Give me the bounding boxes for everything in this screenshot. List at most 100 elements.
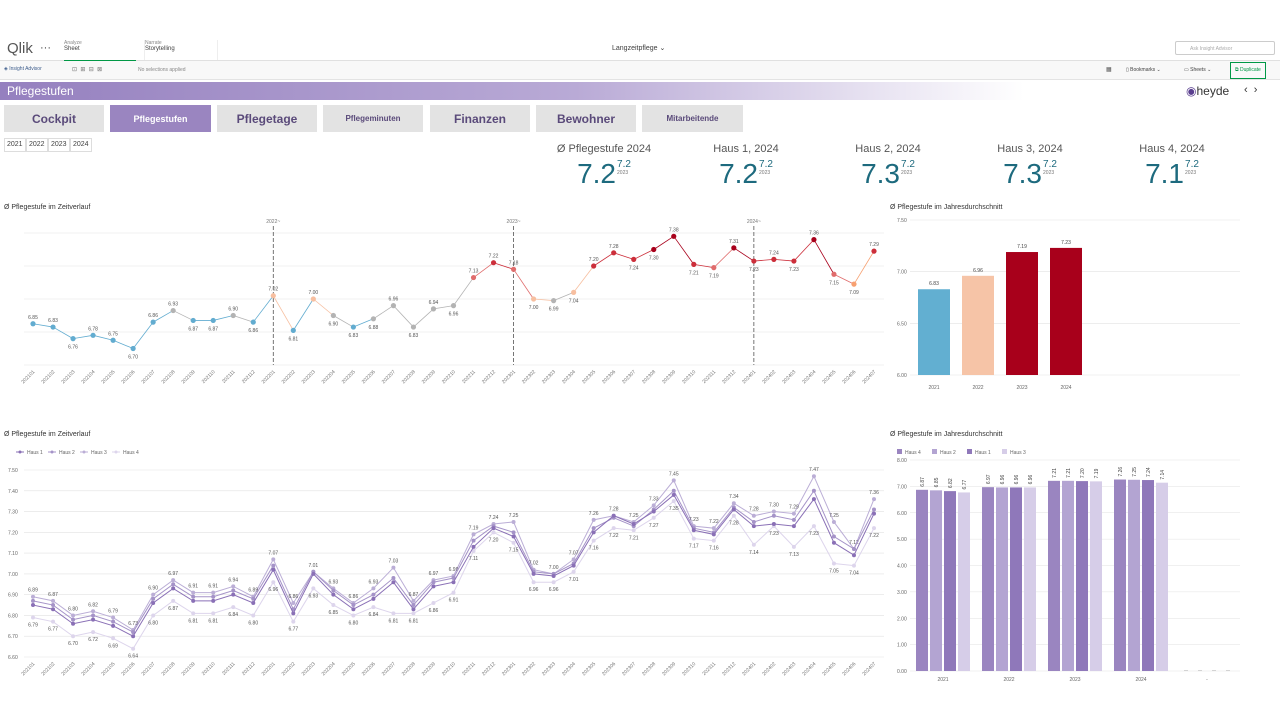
data-label: 7.29: [869, 242, 879, 248]
x-tick-label: 202105: [100, 661, 116, 677]
point: [831, 540, 836, 545]
tab[interactable]: Cockpit: [4, 105, 104, 132]
point: [311, 571, 316, 576]
legend-label: Haus 2: [59, 450, 75, 456]
data-label: 6.87: [409, 592, 419, 598]
kpi: Haus 1, 2024 7.2 7.2 2023: [676, 143, 816, 189]
y-tick-label: 5.00: [897, 537, 907, 543]
data-label: 6.69: [108, 643, 118, 649]
tab[interactable]: Pflegeminuten: [323, 105, 423, 132]
tab[interactable]: Pflegetage: [217, 105, 317, 132]
point: [131, 646, 136, 651]
tab[interactable]: Finanzen: [430, 105, 530, 132]
data-label: 6.70: [68, 641, 78, 647]
kpi-values: 7.2 7.2 2023: [676, 159, 816, 189]
data-label: 7.24: [629, 265, 639, 271]
y-tick-label: 1.00: [897, 643, 907, 649]
point: [31, 594, 35, 599]
data-label: 6.94: [429, 300, 439, 306]
data-label: 7.19: [1017, 244, 1027, 250]
point: [771, 256, 777, 262]
point: [91, 617, 96, 622]
point: [631, 256, 637, 262]
line-segment: [252, 295, 274, 323]
point: [150, 319, 156, 325]
year-button[interactable]: 2022: [26, 138, 48, 152]
point: [231, 584, 236, 589]
sheets[interactable]: ▭ Sheets ⌄: [1184, 67, 1212, 73]
line-segment: [493, 262, 514, 270]
data-label: 6.89: [28, 588, 38, 594]
tab[interactable]: Mitarbeitende: [642, 105, 743, 132]
line-segment: [393, 305, 414, 328]
bar: [918, 289, 950, 375]
point: [771, 513, 776, 518]
x-tick-label: 202310: [681, 661, 697, 677]
point: [30, 321, 36, 327]
point: [571, 289, 577, 295]
bookmarks[interactable]: ▯ Bookmarks ⌄: [1126, 67, 1161, 73]
data-label: 6.96: [529, 587, 539, 593]
line-segment: [92, 334, 114, 341]
tab[interactable]: Bewohner: [536, 105, 636, 132]
point: [851, 281, 857, 287]
selection-tools[interactable]: ⊡ ⊞ ⊟ ⊠: [72, 67, 103, 73]
line-segment: [292, 298, 314, 331]
point: [191, 611, 196, 616]
point: [691, 536, 696, 541]
legend-label: Haus 2: [940, 450, 956, 456]
x-tick-label: 2023: [1016, 385, 1027, 391]
duplicate-button[interactable]: ⧉ Duplicate: [1230, 62, 1266, 79]
year-button[interactable]: 2024: [70, 138, 92, 152]
x-tick-label: 202407: [861, 369, 877, 385]
data-label: 6.91: [449, 598, 459, 604]
tab[interactable]: Pflegestufen: [110, 105, 211, 132]
grid-icon[interactable]: ▦: [1106, 67, 1112, 73]
point: [531, 580, 536, 585]
x-tick-label: 202302: [521, 369, 537, 385]
narrate-tab[interactable]: Narrate Storytelling: [144, 40, 218, 60]
point: [350, 324, 356, 330]
x-tick-label: 202208: [401, 661, 417, 677]
point: [291, 600, 296, 605]
point: [271, 580, 276, 585]
bar: [1128, 479, 1140, 671]
y-tick-label: 6.00: [897, 511, 907, 517]
bar: [958, 492, 970, 671]
point: [751, 513, 756, 518]
line-segment: [132, 321, 154, 349]
point: [290, 327, 296, 333]
insight-advisor[interactable]: ◈ Insight Advisor: [4, 66, 42, 72]
bar: [1006, 252, 1038, 375]
data-label: 7.11: [469, 556, 479, 562]
data-label: 7.20: [1080, 468, 1086, 478]
data-label: 7.19: [709, 274, 719, 280]
x-tick-label: 202206: [361, 661, 377, 677]
search-box[interactable]: Ask Insight Advisor: [1175, 41, 1275, 55]
point: [591, 526, 596, 531]
point: [171, 582, 176, 587]
point: [751, 524, 756, 529]
point: [451, 590, 456, 595]
point: [431, 600, 436, 605]
data-label: 7.02: [268, 287, 278, 293]
point: [151, 613, 156, 618]
sheet-nav[interactable]: ‹ ›: [1244, 84, 1258, 96]
menu[interactable]: ···: [40, 42, 51, 54]
kpi-compare: 7.2 2023: [759, 159, 773, 176]
year-button[interactable]: 2023: [48, 138, 70, 152]
chart-title: Ø Pflegestufe im Jahresdurchschnitt: [890, 204, 1002, 211]
point: [831, 519, 836, 524]
x-tick-label: 202210: [441, 661, 457, 677]
data-label: 7.02: [529, 561, 539, 567]
point: [651, 246, 657, 253]
data-label: 6.84: [369, 612, 379, 618]
kpi-compare: 7.2 2023: [901, 159, 915, 176]
app-title[interactable]: Langzeitpflege ⌄: [612, 45, 666, 52]
point: [811, 237, 817, 243]
sheets-text: Sheets: [1190, 67, 1206, 73]
year-button[interactable]: 2021: [4, 138, 26, 152]
point: [371, 605, 376, 610]
point: [270, 293, 276, 299]
x-tick-label: 202211: [461, 369, 477, 385]
